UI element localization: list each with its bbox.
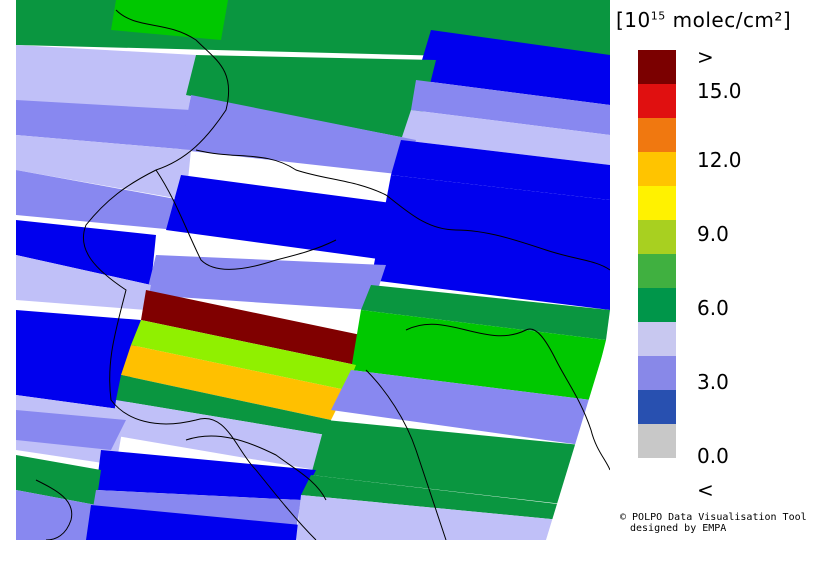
strip-row3-periwinkle-b bbox=[181, 95, 416, 175]
strip-row2-green bbox=[186, 55, 436, 140]
credit-line-2: designed by EMPA bbox=[630, 523, 727, 534]
legend-unit-title: [1015 molec/cm²] bbox=[616, 8, 791, 32]
unit-suffix: molec/cm²] bbox=[665, 8, 792, 32]
color-swatch bbox=[638, 288, 676, 322]
color-swatch bbox=[638, 220, 676, 254]
color-swatch bbox=[638, 152, 676, 186]
strip-row6-periwinkle bbox=[146, 255, 386, 310]
scale-label: > bbox=[697, 45, 714, 69]
color-swatch bbox=[638, 390, 676, 424]
no-data-area bbox=[546, 330, 610, 540]
strip-row7-lavender bbox=[16, 255, 151, 310]
color-swatch bbox=[638, 424, 676, 458]
strip-top-brightgreen bbox=[111, 0, 228, 40]
strip-row6-blue bbox=[16, 220, 156, 285]
swiss-border bbox=[155, 169, 337, 270]
map-outlines bbox=[35, 9, 610, 540]
credit-line-1: © POLPO Data Visualisation Tool bbox=[620, 512, 807, 523]
ligurian-coast bbox=[185, 435, 327, 501]
color-swatch bbox=[638, 356, 676, 390]
strip-row7-brightgreen bbox=[351, 310, 606, 400]
credit-text: © POLPO Data Visualisation Tool designed… bbox=[620, 512, 807, 534]
color-swatch bbox=[638, 186, 676, 220]
color-scale bbox=[638, 50, 676, 458]
scale-label: 0.0 bbox=[697, 444, 729, 468]
strip-row3-periwinkle bbox=[16, 100, 191, 150]
strip-row12-green-r bbox=[301, 475, 566, 520]
strip-row5-blue-r bbox=[371, 175, 610, 310]
color-swatch bbox=[638, 322, 676, 356]
strip-row9-periwinkle bbox=[331, 370, 591, 445]
strip-row5-periwinkle bbox=[16, 170, 181, 230]
strip-hotspot-yellowgreen bbox=[131, 320, 356, 390]
strip-row10-green bbox=[311, 420, 581, 505]
adriatic-coast bbox=[405, 323, 610, 471]
corsica-outline bbox=[35, 479, 73, 540]
strip-row5-blue bbox=[166, 175, 406, 260]
strip-row10-lavender-b bbox=[111, 400, 326, 470]
unit-exponent: 15 bbox=[650, 9, 666, 23]
strip-row4-lavender bbox=[16, 135, 191, 200]
italy-coast bbox=[365, 369, 447, 540]
strip-row6-green bbox=[361, 285, 610, 340]
strip-row13-periwinkle bbox=[16, 490, 96, 540]
strip-row9-green bbox=[116, 375, 331, 435]
scale-label: 9.0 bbox=[697, 222, 729, 246]
strip-row2-periwinkle bbox=[411, 80, 610, 135]
unit-prefix: [10 bbox=[616, 8, 651, 32]
swath-strips bbox=[16, 0, 610, 540]
map-canvas bbox=[16, 0, 610, 540]
border-outline bbox=[82, 9, 317, 540]
scale-label: 12.0 bbox=[697, 148, 742, 172]
color-swatch bbox=[638, 50, 676, 84]
strip-row12-green bbox=[16, 455, 101, 505]
strip-row4-blue bbox=[391, 140, 610, 200]
strip-row3-lavender bbox=[401, 110, 610, 165]
strip-row11-blue bbox=[96, 450, 316, 500]
color-swatch bbox=[638, 118, 676, 152]
color-swatch bbox=[638, 84, 676, 118]
color-swatch bbox=[638, 254, 676, 288]
strip-row13-lavender bbox=[296, 495, 561, 540]
scale-label: 6.0 bbox=[697, 296, 729, 320]
alps-border bbox=[195, 149, 610, 271]
no2-map bbox=[16, 0, 610, 540]
scale-label: < bbox=[697, 478, 714, 502]
strip-row11-periwinkle bbox=[16, 410, 126, 450]
strip-hotspot-darkred bbox=[141, 290, 361, 365]
strip-row13-blue bbox=[86, 505, 301, 540]
scale-label: 15.0 bbox=[697, 79, 742, 103]
scale-label: 3.0 bbox=[697, 370, 729, 394]
strip-hotspot-amber bbox=[121, 345, 346, 420]
